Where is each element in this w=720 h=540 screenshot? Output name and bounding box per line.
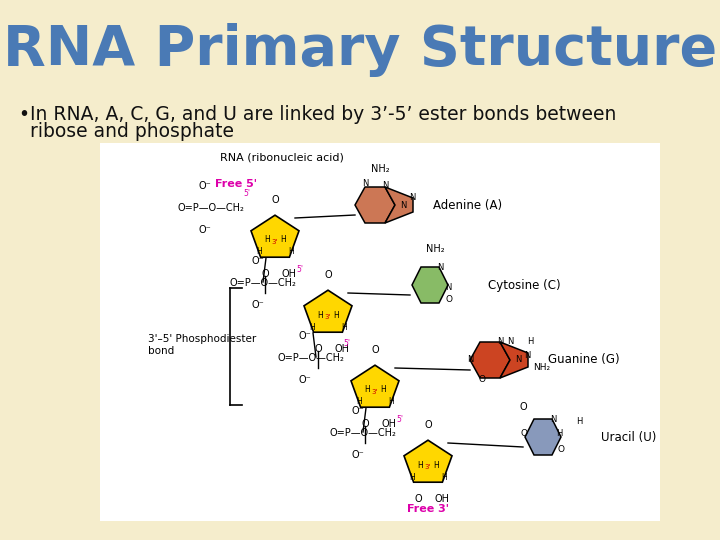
Text: H: H	[388, 397, 394, 407]
Text: Cytosine (C): Cytosine (C)	[488, 279, 561, 292]
Text: H: H	[380, 386, 386, 395]
Text: O⁻: O⁻	[199, 225, 212, 235]
Text: N: N	[507, 336, 513, 346]
Text: O⁻: O⁻	[251, 300, 264, 310]
Text: O: O	[519, 402, 527, 412]
Polygon shape	[404, 440, 452, 482]
Text: O⁻: O⁻	[199, 181, 212, 191]
Text: H: H	[556, 429, 562, 437]
Text: O: O	[372, 345, 379, 355]
Text: N: N	[437, 262, 444, 272]
Text: OH: OH	[335, 344, 349, 354]
Polygon shape	[470, 342, 510, 378]
Text: OH: OH	[282, 269, 297, 279]
Text: 3'–5' Phosphodiester
bond: 3'–5' Phosphodiester bond	[148, 334, 256, 356]
Text: 3': 3'	[272, 239, 278, 245]
Text: H: H	[433, 461, 439, 469]
Polygon shape	[355, 187, 395, 223]
Text: RNA Primary Structure: RNA Primary Structure	[3, 23, 717, 77]
Text: H: H	[317, 310, 323, 320]
Text: H: H	[280, 235, 286, 245]
Text: O: O	[314, 344, 322, 354]
Text: O⁻: O⁻	[251, 256, 264, 266]
Text: H: H	[341, 322, 347, 332]
Text: O=P—O—CH₂: O=P—O—CH₂	[330, 428, 397, 438]
Polygon shape	[351, 365, 399, 407]
Text: H: H	[364, 386, 370, 395]
Text: 3': 3'	[372, 389, 378, 395]
Text: H: H	[288, 247, 294, 256]
Text: Free 3': Free 3'	[407, 504, 449, 514]
Text: Uracil (U): Uracil (U)	[601, 430, 657, 443]
Text: N: N	[445, 284, 451, 293]
Text: H: H	[333, 310, 339, 320]
Text: H: H	[264, 235, 270, 245]
Text: N: N	[362, 179, 368, 188]
Text: NH₂: NH₂	[533, 363, 550, 373]
Text: •: •	[18, 105, 29, 124]
Text: N: N	[515, 355, 521, 364]
Text: 3': 3'	[425, 464, 431, 470]
Text: O: O	[424, 420, 432, 430]
Text: H: H	[417, 461, 423, 469]
Text: O⁻: O⁻	[299, 331, 311, 341]
Text: N: N	[400, 200, 406, 210]
Text: H: H	[441, 472, 447, 482]
Text: N: N	[467, 355, 473, 364]
Text: 5': 5'	[243, 190, 251, 199]
Text: 5': 5'	[397, 415, 403, 423]
Text: O=P—O—CH₂: O=P—O—CH₂	[277, 353, 344, 363]
Polygon shape	[251, 215, 299, 257]
Text: Adenine (A): Adenine (A)	[433, 199, 502, 212]
Text: 5': 5'	[343, 340, 351, 348]
Text: OH: OH	[382, 419, 397, 429]
Text: H: H	[256, 247, 262, 256]
Text: O: O	[479, 375, 485, 383]
Text: O: O	[271, 195, 279, 205]
Text: Free 5': Free 5'	[215, 179, 257, 189]
Text: O=P—O—CH₂: O=P—O—CH₂	[230, 278, 297, 288]
Text: ribose and phosphate: ribose and phosphate	[30, 122, 234, 141]
Polygon shape	[304, 290, 352, 332]
Text: H: H	[356, 397, 362, 407]
Polygon shape	[412, 267, 448, 303]
Text: N: N	[524, 350, 530, 360]
Text: O: O	[261, 269, 269, 279]
Polygon shape	[500, 342, 528, 378]
Text: N: N	[409, 192, 415, 201]
Text: O⁻: O⁻	[351, 406, 364, 416]
Text: O: O	[324, 270, 332, 280]
Text: In RNA, A, C, G, and U are linked by 3’-5’ ester bonds between: In RNA, A, C, G, and U are linked by 3’-…	[30, 105, 616, 124]
FancyBboxPatch shape	[100, 143, 660, 521]
Text: H: H	[527, 338, 534, 347]
Text: O=P—O—CH₂: O=P—O—CH₂	[177, 203, 244, 213]
Text: O: O	[557, 444, 564, 454]
Text: N: N	[497, 336, 503, 346]
Text: N: N	[382, 181, 388, 191]
Text: H: H	[409, 472, 415, 482]
Text: O: O	[446, 294, 452, 303]
Text: H: H	[576, 417, 582, 427]
Polygon shape	[525, 419, 561, 455]
Text: 5': 5'	[297, 265, 304, 273]
Text: O: O	[414, 494, 422, 504]
Polygon shape	[385, 187, 413, 223]
Text: OH: OH	[434, 494, 449, 504]
Text: O: O	[361, 419, 369, 429]
Text: 3': 3'	[325, 314, 331, 320]
Text: O⁻: O⁻	[351, 450, 364, 460]
Text: O: O	[521, 429, 528, 438]
Text: N: N	[550, 415, 556, 423]
Text: H: H	[309, 322, 315, 332]
Text: NH₂: NH₂	[426, 244, 444, 254]
Text: Guanine (G): Guanine (G)	[548, 354, 620, 367]
Text: O⁻: O⁻	[299, 375, 311, 385]
Text: NH₂: NH₂	[371, 164, 390, 174]
Text: RNA (ribonucleic acid): RNA (ribonucleic acid)	[220, 153, 344, 163]
